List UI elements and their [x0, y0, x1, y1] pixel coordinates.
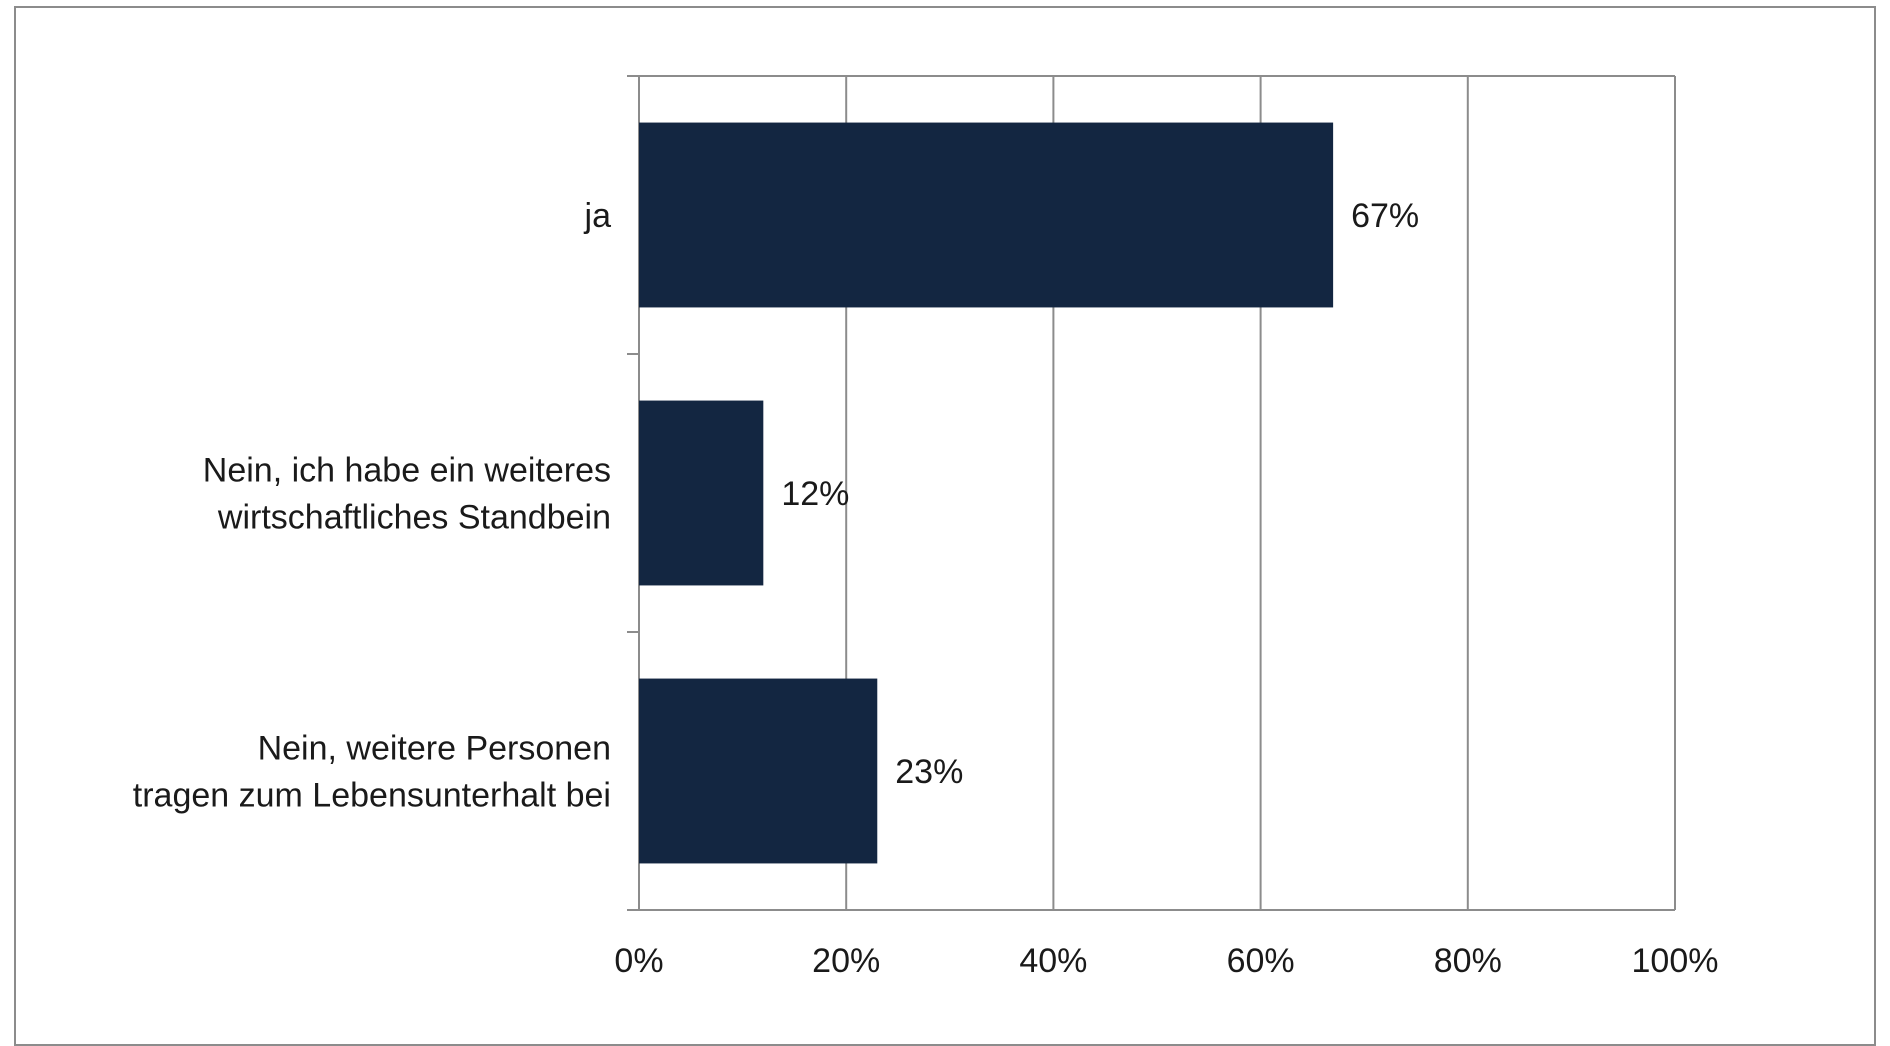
data-label: 67%: [1351, 197, 1419, 235]
x-tick-label: 80%: [1434, 942, 1502, 980]
category-label: ja: [584, 197, 612, 235]
x-tick-label: 60%: [1227, 942, 1295, 980]
category-label: Nein, ich habe ein weiteres: [203, 452, 611, 490]
bar: [639, 122, 1334, 308]
bar: [639, 400, 764, 586]
bar-chart: 0% 20% 40% 60% 80% 100% 67% ja 12% Nein, ich habe…: [133, 75, 1719, 980]
data-label: 23%: [895, 753, 963, 791]
category-label: tragen zum Lebensunterhalt bei: [133, 777, 611, 815]
bar: [639, 678, 878, 864]
x-tick-label: 20%: [812, 942, 880, 980]
category-label: Nein, weitere Personen: [258, 730, 611, 768]
data-label: 12%: [781, 475, 849, 513]
x-tick-label: 100%: [1632, 942, 1719, 980]
x-tick-label: 0%: [614, 942, 663, 980]
x-tick-label: 40%: [1019, 942, 1087, 980]
category-label: wirtschaftliches Standbein: [217, 499, 611, 537]
